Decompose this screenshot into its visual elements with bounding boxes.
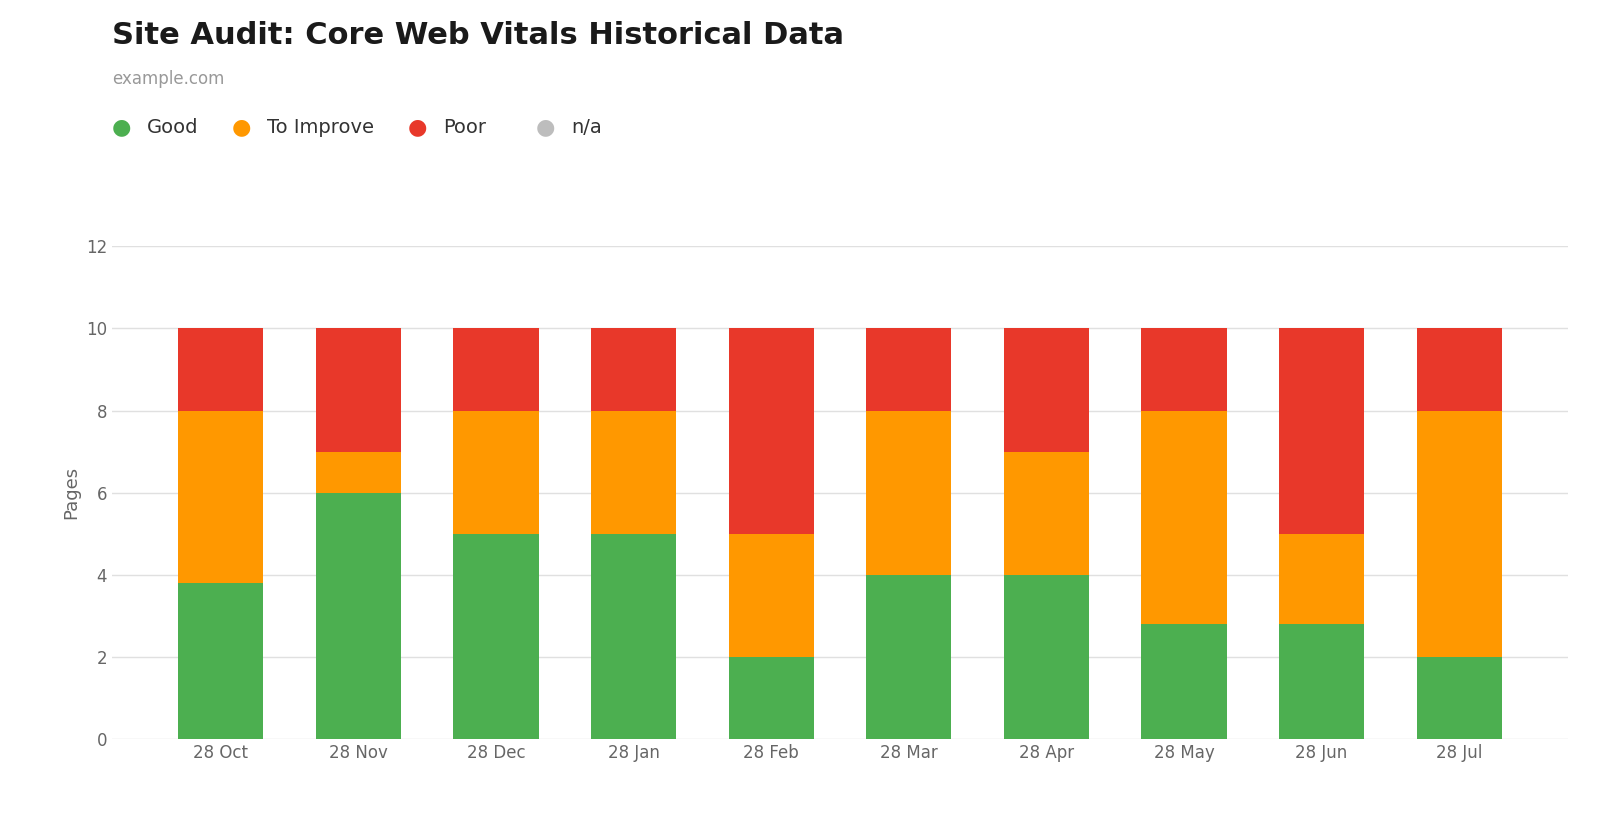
Bar [866, 575, 952, 739]
Bar [453, 410, 539, 534]
Bar [315, 493, 402, 739]
Text: Site Audit: Core Web Vitals Historical Data: Site Audit: Core Web Vitals Historical D… [112, 21, 845, 49]
Bar [1416, 328, 1502, 410]
Text: Poor: Poor [443, 117, 486, 137]
Bar [728, 657, 814, 739]
Bar [728, 534, 814, 657]
Bar [178, 583, 264, 739]
Bar [590, 328, 677, 410]
Bar [178, 410, 264, 583]
Bar [728, 328, 814, 534]
Bar [590, 410, 677, 534]
Bar [1416, 410, 1502, 657]
Bar [1278, 534, 1365, 624]
Bar [1003, 452, 1090, 575]
Text: Good: Good [147, 117, 198, 137]
Y-axis label: Pages: Pages [62, 466, 80, 519]
Text: ●: ● [112, 117, 131, 137]
Bar [315, 328, 402, 452]
Bar [1003, 575, 1090, 739]
Bar [178, 328, 264, 410]
Bar [866, 328, 952, 410]
Text: To Improve: To Improve [267, 117, 374, 137]
Text: ●: ● [232, 117, 251, 137]
Text: n/a: n/a [571, 117, 602, 137]
Text: example.com: example.com [112, 70, 224, 88]
Bar [1141, 410, 1227, 624]
Bar [1278, 624, 1365, 739]
Bar [453, 328, 539, 410]
Text: ●: ● [536, 117, 555, 137]
Bar [315, 452, 402, 493]
Bar [590, 534, 677, 739]
Bar [1141, 328, 1227, 410]
Bar [1003, 328, 1090, 452]
Text: ●: ● [408, 117, 427, 137]
Bar [866, 410, 952, 575]
Bar [1416, 657, 1502, 739]
Bar [1141, 624, 1227, 739]
Bar [453, 534, 539, 739]
Bar [1278, 328, 1365, 534]
